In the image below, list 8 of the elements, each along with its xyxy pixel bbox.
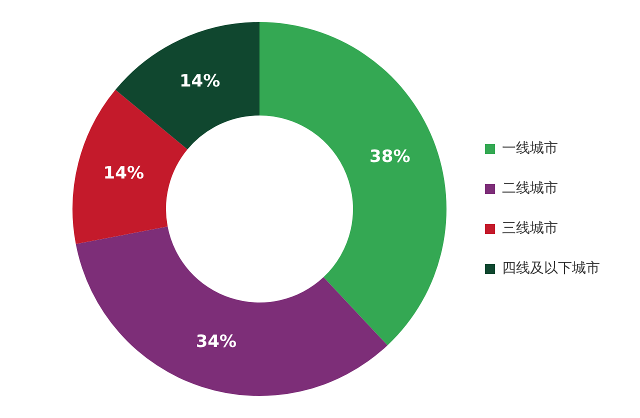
legend-label: 二线城市 [502, 180, 558, 197]
legend-label: 三线城市 [502, 220, 558, 237]
data-label: 14% [179, 72, 220, 92]
data-label: 34% [196, 332, 237, 352]
data-label: 14% [103, 164, 144, 184]
legend-label: 四线及以下城市 [502, 260, 600, 277]
legend-label: 一线城市 [502, 140, 558, 157]
data-label: 38% [370, 146, 410, 167]
